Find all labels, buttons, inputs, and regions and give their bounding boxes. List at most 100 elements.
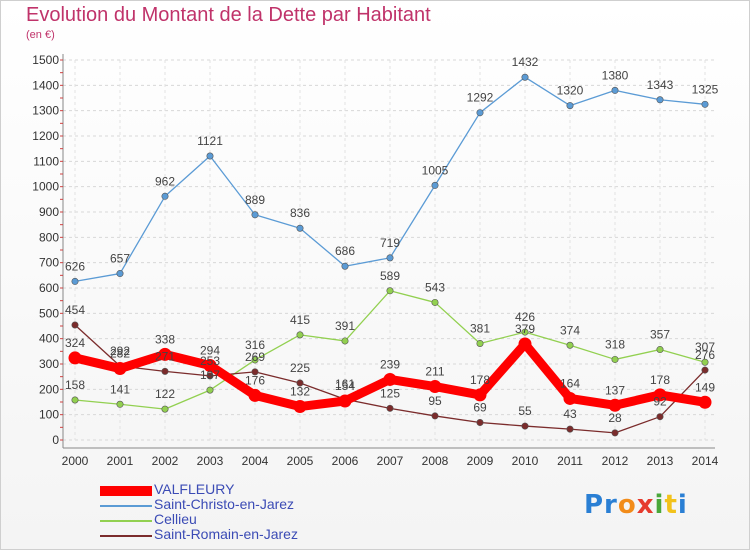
data-point (611, 429, 619, 437)
data-label: 197 (200, 368, 220, 382)
x-tick-label: 2010 (512, 454, 539, 468)
data-label: 69 (473, 401, 487, 415)
data-point (161, 367, 169, 375)
data-label: 292 (110, 344, 130, 358)
data-label: 154 (335, 379, 355, 393)
data-point (566, 102, 574, 110)
data-label: 307 (695, 340, 715, 354)
data-label: 626 (65, 259, 85, 273)
data-label: 338 (155, 332, 175, 346)
data-label: 543 (425, 280, 445, 294)
x-tick-label: 2011 (557, 454, 583, 468)
data-point (608, 398, 622, 412)
data-point (563, 391, 577, 405)
x-tick-label: 2001 (107, 454, 134, 468)
y-tick-label: 200 (39, 382, 59, 396)
y-tick-label: 800 (39, 230, 59, 244)
data-label: 374 (560, 323, 580, 337)
data-label: 161 (335, 377, 355, 391)
x-tick-label: 2003 (197, 454, 224, 468)
data-point (293, 400, 307, 414)
data-point (698, 395, 712, 409)
data-label: 657 (110, 252, 130, 266)
data-point (611, 86, 619, 94)
y-tick-label: 1400 (32, 78, 59, 92)
data-point (71, 321, 79, 329)
x-tick-label: 2004 (242, 454, 269, 468)
data-label: 239 (380, 357, 400, 371)
data-label: 1380 (602, 68, 629, 82)
data-point (296, 224, 304, 232)
y-tick-label: 900 (39, 205, 59, 219)
data-label: 132 (290, 385, 310, 399)
logo-letter: i (677, 490, 688, 520)
x-tick-label: 2008 (422, 454, 449, 468)
data-label: 426 (515, 310, 535, 324)
data-label: 92 (653, 395, 667, 409)
data-point (116, 270, 124, 278)
data-label: 719 (380, 236, 400, 250)
logo-letter: t (664, 490, 678, 520)
data-label: 225 (290, 361, 310, 375)
data-label: 1292 (467, 91, 494, 105)
x-tick-label: 2002 (152, 454, 179, 468)
data-label: 253 (200, 354, 220, 368)
y-tick-label: 700 (39, 256, 59, 270)
data-point (383, 372, 397, 386)
legend-label: VALFLEURY (154, 481, 235, 497)
data-point (476, 339, 484, 347)
data-point (566, 425, 574, 433)
data-label: 158 (65, 378, 85, 392)
legend-swatch (100, 535, 152, 537)
data-label: 122 (155, 387, 175, 401)
data-point (206, 386, 214, 394)
data-label: 381 (470, 321, 490, 335)
y-tick-label: 1200 (32, 129, 59, 143)
data-label: 1432 (512, 55, 539, 69)
chart-subtitle: (en €) (26, 29, 55, 41)
logo-letter: o (617, 490, 637, 520)
data-point (701, 366, 709, 374)
data-label: 178 (470, 373, 490, 387)
data-point (338, 394, 352, 408)
data-label: 379 (515, 322, 535, 336)
data-point (521, 73, 529, 81)
chart-title: Evolution du Montant de la Dette par Hab… (26, 4, 431, 26)
data-label: 269 (245, 350, 265, 364)
data-label: 164 (560, 376, 580, 390)
y-tick-label: 600 (39, 281, 59, 295)
data-label: 211 (425, 365, 444, 379)
data-label: 391 (335, 319, 355, 333)
y-tick-label: 1100 (33, 154, 59, 168)
x-tick-label: 2009 (467, 454, 494, 468)
data-point (251, 368, 259, 376)
data-point (71, 396, 79, 404)
data-point (248, 388, 262, 402)
data-label: 318 (605, 337, 625, 351)
data-label: 28 (608, 411, 622, 425)
data-point (656, 96, 664, 104)
data-label: 1121 (197, 134, 223, 148)
data-point (431, 412, 439, 420)
legend-swatch (100, 520, 152, 522)
data-point (518, 337, 532, 351)
x-tick-label: 2005 (287, 454, 314, 468)
y-tick-label: 100 (39, 408, 59, 422)
x-tick-label: 2014 (692, 454, 719, 468)
data-point (428, 380, 442, 394)
data-label: 454 (65, 303, 85, 317)
x-tick-label: 2013 (647, 454, 674, 468)
x-tick-label: 2000 (62, 454, 89, 468)
data-point (701, 358, 709, 366)
data-label: 125 (380, 386, 400, 400)
data-label: 316 (245, 338, 265, 352)
data-point (113, 362, 127, 376)
data-point (161, 192, 169, 200)
data-point (473, 388, 487, 402)
data-point (386, 254, 394, 262)
data-point (206, 152, 214, 160)
data-label: 276 (695, 348, 715, 362)
data-label: 271 (155, 349, 175, 363)
